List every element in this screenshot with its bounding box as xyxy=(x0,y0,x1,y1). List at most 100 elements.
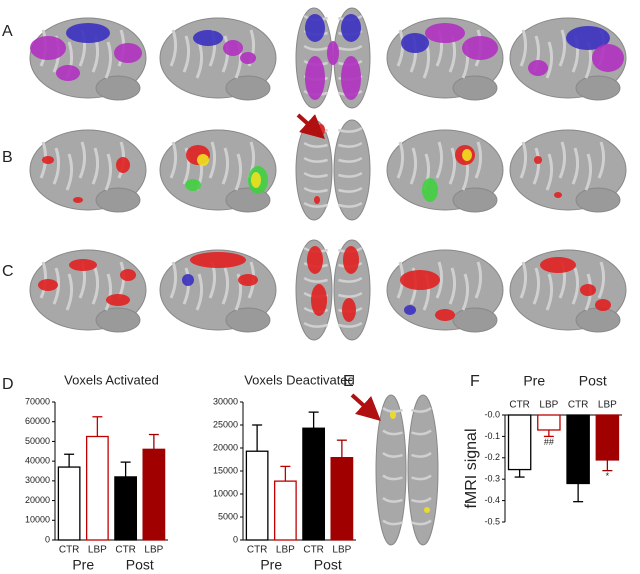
sulcus xyxy=(532,267,541,305)
bar xyxy=(273,480,297,541)
sulcus xyxy=(303,156,328,163)
x-tick-label: CTR xyxy=(59,545,80,556)
sulcus xyxy=(65,273,74,311)
activation xyxy=(595,299,611,311)
y-tick-label: 20000 xyxy=(25,495,50,505)
sulcus xyxy=(338,321,363,328)
sulcus xyxy=(169,29,178,67)
sulcus xyxy=(195,273,204,311)
y-tick-label: 5000 xyxy=(218,511,238,521)
panel-label: B xyxy=(2,149,13,166)
x-tick-label: LBP xyxy=(276,545,295,556)
cerebellum xyxy=(452,307,498,333)
sulcus xyxy=(411,429,432,436)
sulcus xyxy=(461,273,470,311)
group-label: Pre xyxy=(260,557,282,573)
x-tick-label: LBP xyxy=(144,545,163,556)
x-tick-label: LBP xyxy=(539,400,558,411)
activation xyxy=(343,246,359,274)
sulcus xyxy=(382,496,403,503)
sulcus xyxy=(338,126,363,133)
y-tick-label: -0.3 xyxy=(484,474,500,484)
sulcus xyxy=(571,147,580,185)
sulcus xyxy=(303,171,328,178)
sulcus xyxy=(597,261,606,299)
sulcus xyxy=(435,261,444,299)
bar xyxy=(595,414,620,461)
activation xyxy=(592,44,624,72)
y-axis-label: fMRI signal xyxy=(463,428,480,508)
y-tick-label: -0.1 xyxy=(484,431,500,441)
activation xyxy=(342,298,356,322)
activation xyxy=(307,246,323,274)
x-tick-label: CTR xyxy=(247,545,268,556)
activation xyxy=(56,65,80,81)
x-tick-label: LBP xyxy=(598,400,617,411)
sulcus xyxy=(65,153,74,191)
panel-label: C xyxy=(2,263,14,280)
activation xyxy=(114,43,142,63)
activation xyxy=(38,279,58,291)
activation xyxy=(528,60,548,76)
sulcus xyxy=(448,147,457,185)
group-label: Post xyxy=(314,557,342,573)
activation xyxy=(425,23,465,43)
sulcus xyxy=(411,519,432,526)
bar xyxy=(57,466,81,541)
sulcus xyxy=(411,496,432,503)
sulcus xyxy=(303,44,328,51)
y-tick-label: -0.2 xyxy=(484,452,500,462)
y-tick-label: 20000 xyxy=(213,442,238,452)
sulcus xyxy=(182,267,191,305)
arrow xyxy=(296,113,325,139)
y-tick-label: -0.0 xyxy=(484,409,500,419)
activation xyxy=(240,52,256,64)
sulcus xyxy=(338,186,363,193)
sulcus xyxy=(435,141,444,179)
sulcus xyxy=(234,273,243,311)
sulcus xyxy=(182,35,191,73)
x-tick-label: CTR xyxy=(303,545,324,556)
activation xyxy=(66,23,110,43)
sulcus xyxy=(597,141,606,179)
bar xyxy=(245,450,269,541)
activation xyxy=(193,30,223,46)
sulcus xyxy=(208,141,217,179)
activation xyxy=(305,56,325,100)
sulcus xyxy=(303,141,328,148)
activation xyxy=(190,252,246,268)
cerebellum xyxy=(225,307,271,333)
panel-label: E xyxy=(343,373,354,390)
y-tick-label: 30000 xyxy=(25,475,50,485)
sulcus xyxy=(303,276,328,283)
cerebellum xyxy=(95,187,141,213)
panel-label: D xyxy=(2,376,14,393)
sulcus xyxy=(382,429,403,436)
significance-mark: * xyxy=(606,471,610,481)
activation xyxy=(317,124,325,136)
activation xyxy=(106,294,130,306)
chart-title: Voxels Deactivated xyxy=(244,372,355,387)
activation xyxy=(314,196,320,204)
sulcus xyxy=(409,147,418,185)
sulcus xyxy=(182,147,191,185)
activation xyxy=(197,154,209,166)
activation xyxy=(534,156,542,164)
activation xyxy=(401,33,429,53)
sulcus xyxy=(338,156,363,163)
x-tick-label: CTR xyxy=(115,545,136,556)
sulcus xyxy=(338,141,363,148)
cerebellum xyxy=(225,75,271,101)
group-label: Post xyxy=(126,557,154,573)
sulcus xyxy=(78,141,87,179)
y-tick-label: 70000 xyxy=(25,396,50,406)
sulcus xyxy=(396,29,405,67)
sulcus xyxy=(104,41,113,79)
sulcus xyxy=(545,153,554,191)
activation xyxy=(554,192,562,198)
sulcus xyxy=(411,474,432,481)
x-tick-label: CTR xyxy=(568,400,589,411)
sulcus xyxy=(532,147,541,185)
sulcus xyxy=(234,153,243,191)
activation xyxy=(73,197,83,203)
